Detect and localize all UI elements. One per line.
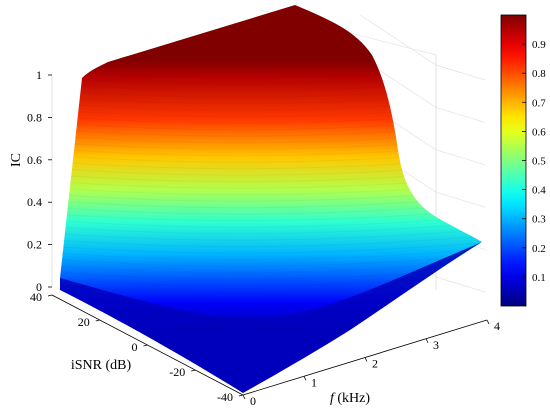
x-tick-label: 4 — [494, 319, 500, 333]
x-tick-label: 1 — [311, 375, 317, 389]
y-tick-mark — [238, 394, 244, 397]
y-axis-ticks: -40 -20 0 20 40 — [30, 290, 244, 404]
colorbar-bar — [500, 14, 527, 307]
surface-right-lobe — [372, 55, 482, 270]
x-tick-label: 2 — [372, 357, 378, 371]
x-tick-label: 3 — [433, 338, 439, 352]
x-tick-mark — [486, 319, 490, 325]
x-axis-label: f (kHz) — [330, 391, 370, 406]
y-tick-mark — [143, 344, 148, 347]
colorbar-tick-label: 0.2 — [532, 243, 546, 255]
x-tick-mark — [425, 338, 429, 343]
x-axis-ticks: 0 1 2 3 4 — [242, 319, 500, 408]
y-tick-mark — [47, 294, 53, 297]
z-tick-label: 0.8 — [27, 110, 42, 124]
colorbar-ticks: 0.1 0.2 0.3 0.4 0.5 0.6 0.7 0.8 0.9 — [522, 39, 546, 284]
colorbar-tick-label: 0.9 — [532, 39, 546, 51]
x-tick-label: 0 — [250, 394, 256, 408]
colorbar-tick-label: 0.5 — [532, 156, 546, 168]
y-tick-label: -20 — [169, 365, 185, 379]
x-tick-mark — [364, 357, 368, 362]
colorbar-tick-label: 0.4 — [532, 185, 546, 197]
z-axis-ticks: 0 0.2 0.4 0.6 0.8 1 — [27, 68, 52, 294]
z-axis-label: IC — [9, 153, 24, 167]
x-tick-mark — [242, 394, 246, 400]
y-tick-label: 20 — [78, 315, 90, 329]
z-tick-label: 0 — [36, 280, 42, 294]
colorbar: 0.1 0.2 0.3 0.4 0.5 0.6 0.7 0.8 0.9 — [500, 14, 546, 307]
y-tick-mark — [191, 369, 196, 372]
colorbar-tick-label: 0.3 — [532, 214, 546, 226]
z-tick-label: 0.6 — [27, 153, 42, 167]
colorbar-tick-label: 0.1 — [532, 272, 546, 284]
z-tick-label: 0.2 — [27, 238, 42, 252]
z-tick-label: 0.4 — [27, 195, 42, 209]
x-tick-mark — [303, 376, 307, 381]
colorbar-tick-label: 0.7 — [532, 97, 546, 109]
y-axis-label: iSNR (dB) — [71, 358, 132, 373]
y-tick-label: 0 — [132, 340, 138, 354]
y-tick-mark — [95, 319, 100, 322]
colorbar-tick-label: 0.8 — [532, 68, 546, 80]
colorbar-tick-label: 0.6 — [532, 126, 546, 138]
y-tick-label: -40 — [217, 390, 233, 404]
surface-contour-bands — [60, 55, 482, 393]
y-tick-label: 40 — [30, 290, 42, 304]
surface-low-region — [60, 242, 482, 393]
z-tick-label: 1 — [36, 68, 42, 82]
